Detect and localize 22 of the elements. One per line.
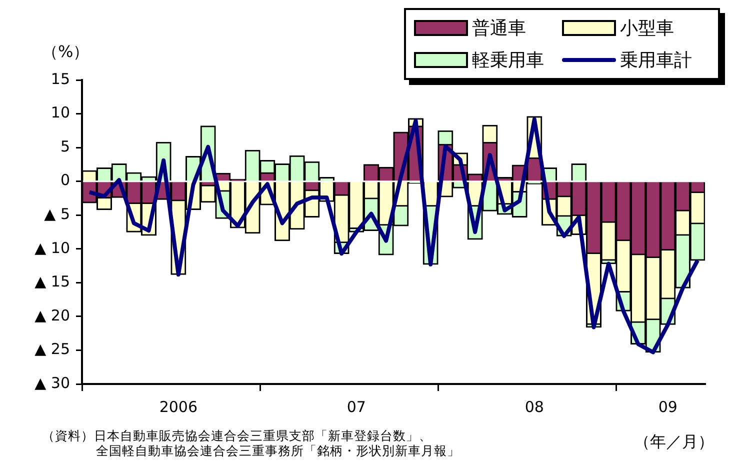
y-axis-title: （%） [42,42,90,63]
text: 全国軽自動車協会連合会三重事務所「銘柄・形状別新車月報」 [96,443,460,458]
y-tick-label: ▲ 5 [44,205,70,223]
y-tick-label: 5 [60,137,70,156]
x-tick-label: 08 [524,398,544,416]
x-tick-label: 09 [658,398,678,416]
x-axis-title: （年／月） [634,432,714,453]
legend-label: 乗用車計 [620,49,692,72]
y-tick-label: ▲ 20 [34,306,70,324]
y-tick-label: 0 [60,171,70,190]
legend-label: 小型車 [620,17,674,40]
x-tick-label: 07 [346,398,366,416]
y-tick-label: ▲ 10 [34,238,70,257]
y-tick-label: ▲ 15 [34,272,70,291]
text: （資料）日本自動車販売協会連合会三重県支部「新車登録台数」、 [42,428,432,443]
y-tick-label: 10 [50,104,70,122]
y-tick-label: ▲ 30 [34,374,70,392]
legend-label: 普通車 [472,17,526,40]
y-tick-label: 15 [50,70,70,88]
x-tick-label: 2006 [159,398,198,416]
y-tick-label: ▲ 25 [34,340,70,358]
legend-label: 軽乗用車 [472,49,544,72]
